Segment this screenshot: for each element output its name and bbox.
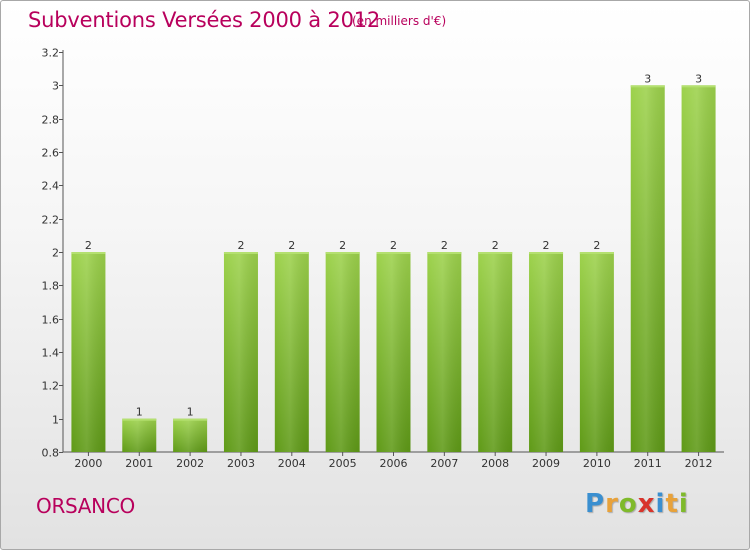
bar-top-edge [122, 418, 157, 421]
y-tick-label: 1.6 [42, 314, 60, 327]
data-label: 2 [441, 239, 448, 252]
data-label: 2 [237, 239, 244, 252]
bar-shine [71, 252, 106, 452]
data-label: 1 [187, 406, 194, 419]
x-tick-label: 2012 [685, 457, 713, 470]
chart-unit-label: (en milliers d'€) [352, 14, 447, 28]
y-tick-label: 2.6 [42, 147, 60, 160]
x-tick-label: 2010 [583, 457, 611, 470]
bar-top-edge [274, 252, 309, 254]
data-label: 2 [339, 239, 346, 252]
place-name: ORSANCO [36, 494, 135, 518]
y-tick-label: 1.4 [42, 347, 60, 360]
data-label: 2 [390, 239, 397, 252]
y-tick-label: 1 [52, 414, 59, 427]
bar-top-edge [529, 252, 564, 254]
x-tick-label: 2005 [329, 457, 357, 470]
bar-top-edge [681, 85, 716, 88]
bar-shine [274, 252, 309, 452]
x-tick-label: 2006 [380, 457, 408, 470]
bar-top-edge [325, 252, 360, 254]
bar-shine [325, 252, 360, 452]
data-label: 3 [695, 72, 702, 85]
bar-shine [681, 85, 716, 452]
bar-shine [376, 252, 411, 452]
bar-shine [529, 252, 564, 452]
y-tick-label: 2.4 [42, 180, 60, 193]
y-tick-label: 3 [52, 80, 59, 93]
data-labels: 2 1 1 2 2 2 2 2 2 2 2 3 3 [85, 72, 702, 418]
bar-shine [579, 252, 614, 452]
data-label: 2 [492, 239, 499, 252]
x-tick-label: 2007 [430, 457, 458, 470]
bar-shine [427, 252, 462, 452]
bar-shine [122, 418, 157, 452]
bar-top-edge [376, 252, 411, 254]
y-tick-label: 3.2 [42, 47, 60, 60]
data-label: 1 [136, 406, 143, 419]
y-tick-label: 1.8 [42, 280, 60, 293]
bar-top-edge [173, 418, 208, 421]
data-label: 2 [85, 239, 92, 252]
y-tick-label: 1.2 [42, 380, 60, 393]
x-tick-label: 2003 [227, 457, 255, 470]
chart-title: Subventions Versées 2000 à 2012 [28, 8, 381, 32]
x-tick-label: 2009 [532, 457, 560, 470]
x-tick-label: 2004 [278, 457, 306, 470]
data-label: 2 [543, 239, 550, 252]
bar-shine [630, 85, 665, 452]
proxiti-logo: Proxiti [585, 489, 689, 519]
x-tick-label: 2011 [634, 457, 662, 470]
bar-shine [223, 252, 258, 452]
y-tick-label: 2 [52, 247, 59, 260]
x-tick-label: 2001 [125, 457, 153, 470]
bar-top-edge [223, 252, 258, 254]
bar-shine [173, 418, 208, 452]
bar-shine [478, 252, 513, 452]
bars [71, 85, 716, 452]
bar-top-edge [630, 85, 665, 88]
data-label: 2 [593, 239, 600, 252]
bar-top-edge [579, 252, 614, 254]
bar-top-edge [427, 252, 462, 254]
bar-top-edge [478, 252, 513, 254]
bar-top-edge [71, 252, 106, 254]
data-label: 3 [644, 72, 651, 85]
axes: 0.8 1 1.2 1.4 1.6 1.8 2 2.2 2.4 2.6 2.8 3 3.2 2000 200… [42, 47, 724, 470]
y-tick-label: 2.8 [42, 114, 60, 127]
y-tick-label: 0.8 [42, 447, 60, 460]
x-tick-label: 2002 [176, 457, 204, 470]
x-tick-label: 2008 [481, 457, 509, 470]
y-tick-label: 2.2 [42, 214, 60, 227]
data-label: 2 [288, 239, 295, 252]
x-tick-label: 2000 [74, 457, 102, 470]
